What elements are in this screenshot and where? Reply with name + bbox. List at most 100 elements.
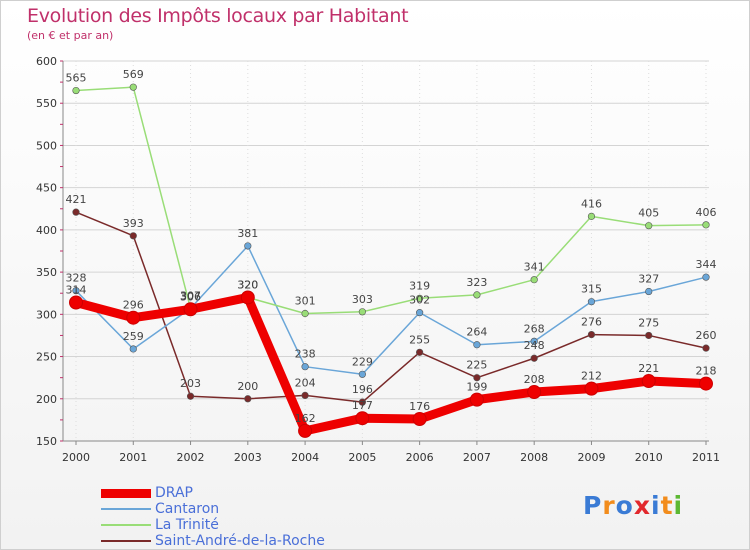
data-label: 162 bbox=[295, 412, 316, 425]
data-point bbox=[298, 423, 313, 438]
data-label: 328 bbox=[66, 272, 87, 285]
x-tick-label: 2010 bbox=[635, 451, 663, 464]
data-label: 405 bbox=[638, 207, 659, 220]
y-tick-label: 500 bbox=[36, 139, 57, 152]
data-label: 315 bbox=[581, 283, 602, 296]
data-point bbox=[530, 276, 538, 284]
data-point bbox=[412, 412, 427, 427]
logo-letter: r bbox=[602, 491, 616, 520]
x-tick-label: 2006 bbox=[406, 451, 434, 464]
data-point bbox=[587, 212, 596, 220]
data-label: 569 bbox=[123, 68, 144, 81]
x-tick-label: 2000 bbox=[62, 451, 90, 464]
data-label: 307 bbox=[180, 289, 201, 302]
data-point bbox=[416, 309, 424, 317]
data-point bbox=[355, 411, 370, 426]
x-tick-label: 2009 bbox=[577, 451, 605, 464]
y-tick-label: 350 bbox=[36, 266, 57, 279]
data-point bbox=[702, 221, 710, 229]
data-point bbox=[645, 287, 653, 296]
data-point bbox=[129, 232, 137, 240]
logo-letter: o bbox=[615, 491, 634, 520]
legend-swatch-drap bbox=[101, 488, 151, 498]
data-point bbox=[126, 310, 141, 325]
data-point bbox=[527, 385, 542, 400]
data-label: 327 bbox=[638, 273, 659, 286]
data-label: 381 bbox=[237, 227, 258, 240]
data-point bbox=[702, 273, 710, 281]
data-label: 177 bbox=[352, 399, 373, 412]
data-label: 248 bbox=[524, 339, 545, 352]
data-label: 200 bbox=[237, 380, 258, 393]
series-line-0 bbox=[71, 292, 711, 436]
x-tick-label: 2004 bbox=[291, 451, 319, 464]
data-label: 296 bbox=[123, 299, 144, 312]
data-label: 204 bbox=[295, 376, 316, 389]
legend-item-drap: DRAP bbox=[101, 485, 325, 501]
data-label: 276 bbox=[581, 316, 602, 329]
legend-label: Cantaron bbox=[155, 500, 220, 517]
y-tick-label: 450 bbox=[36, 182, 57, 195]
data-label: 393 bbox=[123, 217, 144, 230]
y-tick-label: 200 bbox=[36, 393, 57, 406]
x-tick-label: 2007 bbox=[463, 451, 491, 464]
data-label: 208 bbox=[524, 373, 545, 386]
legend-label: Saint-André-de-la-Roche bbox=[155, 532, 325, 549]
data-point bbox=[129, 83, 137, 91]
data-point bbox=[641, 374, 656, 389]
x-tick-label: 2002 bbox=[177, 451, 205, 464]
y-tick-label: 400 bbox=[36, 224, 57, 237]
data-point bbox=[473, 291, 481, 299]
logo-letter: i bbox=[651, 491, 661, 520]
data-label: 268 bbox=[524, 322, 545, 335]
data-label: 275 bbox=[638, 316, 659, 329]
legend-label: La Trinité bbox=[155, 516, 219, 533]
data-label: 421 bbox=[66, 193, 87, 206]
logo-letter: i bbox=[673, 491, 684, 520]
data-label: 212 bbox=[581, 370, 602, 383]
data-point bbox=[183, 302, 198, 317]
legend-item-saint-andre: Saint-André-de-la-Roche bbox=[101, 533, 325, 549]
data-label: 260 bbox=[696, 329, 717, 342]
legend-swatch-saint-andre bbox=[101, 540, 151, 542]
proxiti-logo: Proxiti bbox=[583, 491, 683, 520]
data-label: 229 bbox=[352, 355, 373, 368]
data-point bbox=[244, 242, 252, 250]
data-point bbox=[358, 370, 366, 378]
data-point bbox=[416, 348, 424, 356]
data-point bbox=[699, 376, 713, 391]
data-label: 218 bbox=[696, 365, 717, 378]
y-tick-label: 600 bbox=[36, 55, 57, 68]
data-label: 225 bbox=[466, 359, 487, 372]
logo-letter: t bbox=[660, 491, 674, 520]
data-label: 199 bbox=[466, 381, 487, 394]
data-label: 203 bbox=[180, 377, 201, 390]
y-tick-label: 250 bbox=[36, 351, 57, 364]
chart-subtitle: (en € et par an) bbox=[27, 29, 114, 42]
y-tick-label: 550 bbox=[36, 97, 57, 110]
logo-letter: x bbox=[633, 491, 651, 520]
data-point bbox=[72, 208, 80, 216]
data-point bbox=[301, 309, 309, 318]
data-point bbox=[69, 295, 83, 310]
data-label: 301 bbox=[295, 294, 316, 307]
data-label: 319 bbox=[409, 279, 430, 292]
data-point bbox=[72, 287, 80, 295]
data-point bbox=[129, 345, 137, 353]
data-label: 323 bbox=[466, 276, 487, 289]
data-point bbox=[240, 290, 255, 305]
data-point bbox=[645, 222, 653, 230]
data-point bbox=[645, 331, 653, 340]
data-point bbox=[469, 392, 484, 407]
x-tick-label: 2001 bbox=[119, 451, 147, 464]
y-tick-label: 150 bbox=[36, 435, 57, 448]
data-label: 416 bbox=[581, 197, 602, 210]
data-point bbox=[186, 392, 195, 400]
x-tick-label: 2008 bbox=[520, 451, 548, 464]
data-point bbox=[587, 331, 596, 339]
data-label: 306 bbox=[180, 290, 201, 303]
data-point bbox=[530, 354, 538, 362]
data-label: 406 bbox=[696, 206, 717, 219]
data-label: 314 bbox=[66, 284, 87, 297]
